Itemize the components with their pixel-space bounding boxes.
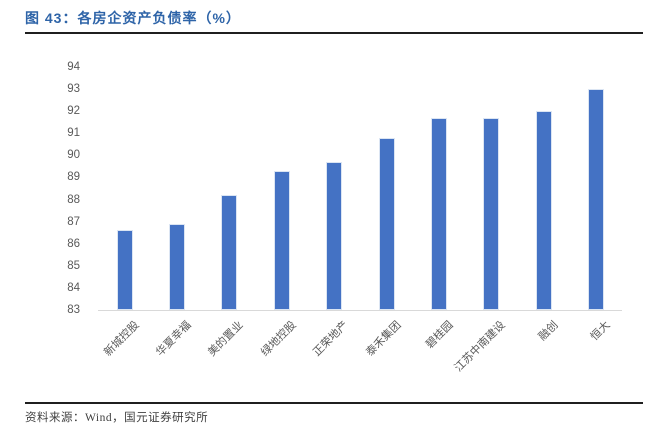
- y-tick-label: 93: [67, 83, 80, 96]
- y-tick-label: 92: [67, 105, 80, 118]
- x-axis-label: 绿地控股: [258, 319, 299, 359]
- y-tick-label: 89: [67, 171, 80, 184]
- bar: [588, 89, 605, 310]
- x-axis-label: 新城控股: [101, 319, 142, 359]
- x-axis-label: 江苏中南建设: [452, 319, 508, 375]
- x-axis-label: 正荣地产: [311, 319, 351, 359]
- source-note: 资料来源：Wind，国元证券研究所: [25, 412, 209, 424]
- bar: [168, 223, 185, 310]
- x-axis-label: 泰禾集团: [363, 319, 404, 359]
- y-tick-label: 85: [67, 259, 80, 272]
- x-axis-label: 碧桂园: [423, 319, 456, 351]
- y-tick-label: 84: [67, 281, 80, 294]
- y-tick-label: 88: [67, 193, 80, 206]
- figure-title: 图 43：各房企资产负债率（%）: [25, 10, 241, 26]
- bar: [273, 170, 290, 310]
- x-axis-label: 恒大: [588, 319, 613, 344]
- y-tick-label: 91: [67, 127, 80, 140]
- bar: [483, 117, 500, 310]
- x-axis-label: 融创: [536, 319, 561, 344]
- bar: [221, 195, 238, 310]
- y-tick-label: 83: [67, 304, 80, 316]
- bar-chart: 83 84 85 86 87 88 89 90 91 92 93 94 新城控股 华夏幸福 美的置业 绿地控股…: [0, 40, 654, 400]
- x-axis-label: 美的置业: [206, 319, 246, 359]
- footer-divider: [25, 402, 643, 404]
- bar: [116, 230, 133, 310]
- bar: [535, 111, 552, 310]
- bar: [326, 161, 343, 310]
- y-tick-label: 87: [67, 215, 80, 228]
- y-tick-label: 94: [67, 61, 80, 73]
- y-tick-label: 90: [67, 149, 80, 162]
- bar: [430, 117, 447, 310]
- bar: [378, 137, 395, 310]
- y-tick-label: 86: [67, 237, 80, 250]
- x-axis-label: 华夏幸福: [153, 319, 194, 359]
- title-divider: [25, 32, 643, 34]
- x-axis-line: [98, 310, 622, 311]
